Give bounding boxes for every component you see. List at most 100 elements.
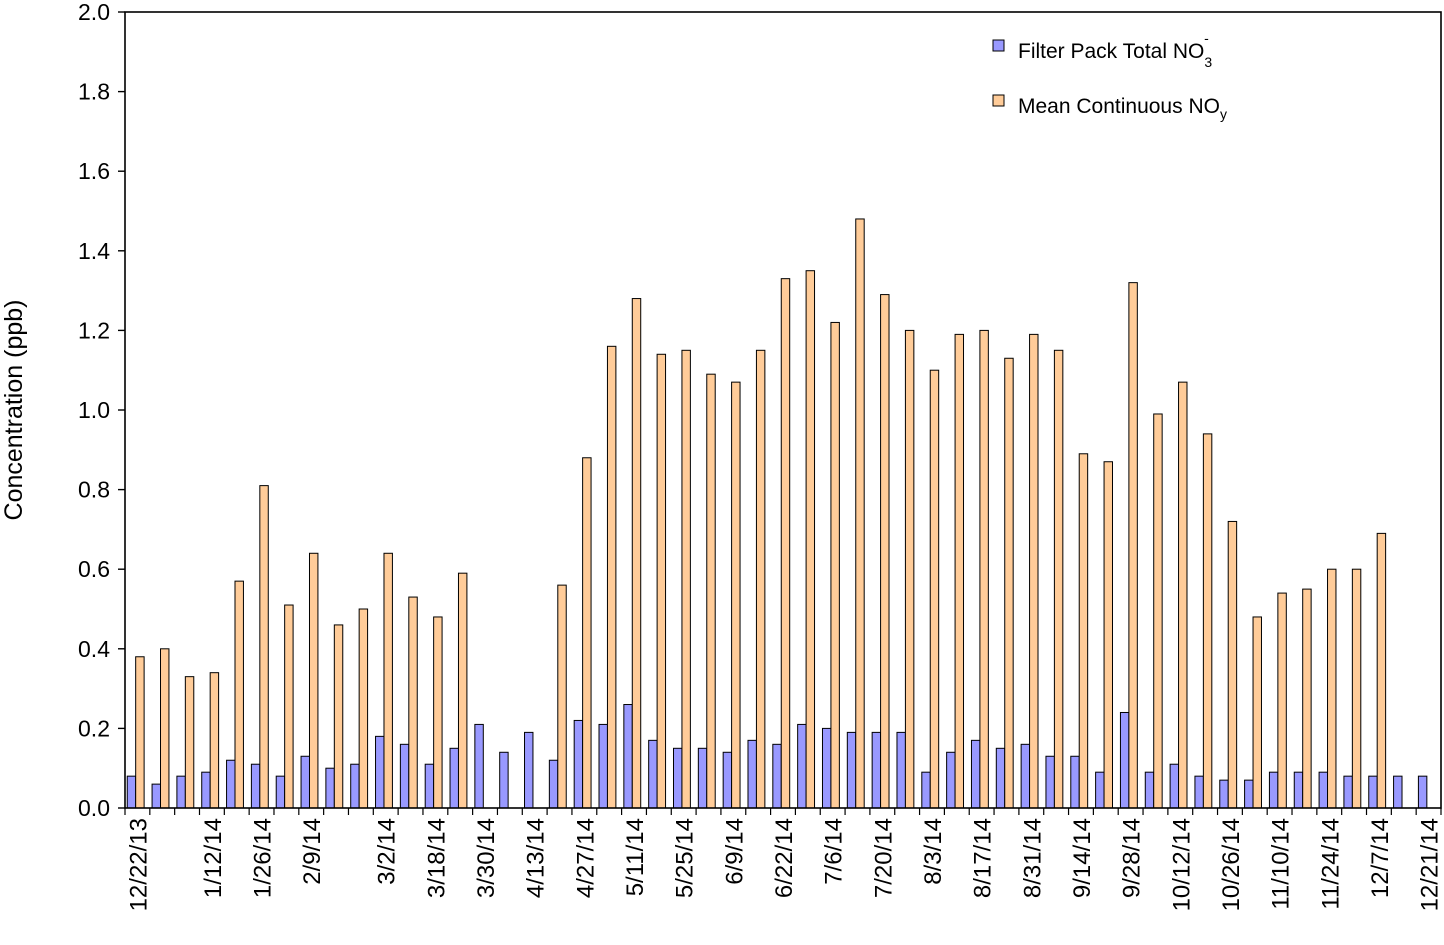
bar-filter-pack <box>250 763 261 809</box>
bar-mean-continuous-noy <box>284 604 294 809</box>
bar-filter-pack <box>648 739 658 809</box>
bar-filter-pack <box>449 747 459 809</box>
bar-mean-continuous-noy <box>855 218 865 809</box>
x-tick-label: 12/7/14 <box>1367 818 1394 898</box>
bar-filter-pack <box>474 723 484 809</box>
bar-mean-continuous-noy <box>184 676 195 809</box>
legend: Filter Pack Total NO3- Mean Continuous N… <box>992 30 1227 122</box>
bar-filter-pack <box>772 743 782 809</box>
x-tick-label: 9/14/14 <box>1069 818 1096 898</box>
x-axis-ticks <box>124 808 1442 815</box>
x-tick-label: 8/17/14 <box>970 818 997 898</box>
x-tick-label: 3/30/14 <box>473 818 500 898</box>
bar-mean-continuous-noy <box>308 552 319 809</box>
bar-filter-pack <box>1119 711 1130 809</box>
bar-filter-pack <box>1244 779 1254 809</box>
bar-mean-continuous-noy <box>954 333 965 809</box>
bar-filter-pack <box>672 747 683 809</box>
bar-filter-pack <box>573 719 584 809</box>
bar-mean-continuous-noy <box>408 596 418 809</box>
x-tick-label: 11/10/14 <box>1268 818 1295 910</box>
bar-filter-pack <box>325 767 335 809</box>
bar-mean-continuous-noy <box>1029 333 1039 809</box>
x-tick-label: 5/25/14 <box>672 818 699 898</box>
bar-filter-pack <box>1144 771 1155 809</box>
plot-area <box>124 11 1442 809</box>
bar-filter-pack <box>722 751 733 809</box>
x-tick-label: 7/6/14 <box>821 818 848 885</box>
bar-mean-continuous-noy <box>383 552 393 809</box>
x-tick-label: 12/22/13 <box>125 818 152 911</box>
x-tick-label: 10/12/14 <box>1168 818 1195 911</box>
bar-filter-pack <box>1318 771 1329 809</box>
bar-filter-pack <box>126 775 137 809</box>
x-tick-label: 10/26/14 <box>1218 818 1245 911</box>
bar-mean-continuous-noy <box>606 345 617 809</box>
bar-mean-continuous-noy <box>755 349 766 809</box>
bar-filter-pack <box>697 747 708 809</box>
bar-mean-continuous-noy <box>1178 381 1188 809</box>
bar-filter-pack <box>946 751 956 809</box>
bar-mean-continuous-noy <box>1153 413 1163 809</box>
bar-mean-continuous-noy <box>805 270 816 809</box>
bar-filter-pack <box>1070 755 1080 809</box>
bar-filter-pack <box>995 747 1006 809</box>
bar-mean-continuous-noy <box>780 278 791 809</box>
bar-filter-pack <box>375 735 385 809</box>
bar-mean-continuous-noy <box>1277 592 1287 809</box>
bar-filter-pack <box>1095 771 1105 809</box>
bar-filter-pack <box>598 723 608 809</box>
bar-mean-continuous-noy <box>1128 282 1138 809</box>
bar-mean-continuous-noy <box>904 329 915 809</box>
bar-mean-continuous-noy <box>135 656 145 809</box>
bar-filter-pack <box>548 759 559 809</box>
bar-mean-continuous-noy <box>1327 568 1337 809</box>
bar-filter-pack <box>226 759 236 809</box>
bar-mean-continuous-noy <box>1302 588 1312 809</box>
bar-mean-continuous-noy <box>880 294 890 809</box>
bar-mean-continuous-noy <box>656 353 667 809</box>
bar-filter-pack <box>1219 779 1229 809</box>
bar-filter-pack <box>1194 775 1204 809</box>
bar-filter-pack <box>1368 775 1378 809</box>
x-tick-label: 3/18/14 <box>423 818 450 898</box>
y-tick-label: 1.6 <box>78 158 110 184</box>
bar-mean-continuous-noy <box>631 298 642 809</box>
bar-mean-continuous-noy <box>234 580 244 809</box>
y-tick-label: 1.4 <box>78 238 110 264</box>
bar-mean-continuous-noy <box>1053 349 1064 809</box>
x-tick-label: 3/2/14 <box>374 818 401 885</box>
bar-filter-pack <box>1045 755 1055 809</box>
y-tick-label: 0.6 <box>78 556 110 582</box>
y-axis-ticks <box>118 11 125 809</box>
bar-filter-pack <box>1293 771 1304 809</box>
bar-mean-continuous-noy <box>358 608 369 809</box>
bar-filter-pack <box>1169 763 1180 809</box>
bar-filter-pack <box>921 771 931 809</box>
bar-filter-pack <box>747 739 757 809</box>
x-tick-label: 4/27/14 <box>572 818 599 898</box>
y-axis-title: Concentration (ppb) <box>0 300 28 521</box>
y-axis-labels: 0.0 0.2 0.4 0.6 0.8 1.0 1.2 1.4 1.6 1.8 2.0 <box>78 0 110 821</box>
bar-mean-continuous-noy <box>1376 532 1387 809</box>
legend-swatch-noy <box>992 94 1005 107</box>
y-tick-label: 0.8 <box>78 477 110 503</box>
bar-mean-continuous-noy <box>557 584 567 809</box>
legend-swatch-filter-pack <box>992 39 1005 52</box>
bar-filter-pack <box>1417 775 1428 809</box>
bar-mean-continuous-noy <box>1202 433 1213 809</box>
bar-filter-pack <box>201 771 211 809</box>
x-tick-label: 12/21/14 <box>1417 818 1444 911</box>
bar-filter-pack <box>821 727 832 809</box>
bar-mean-continuous-noy <box>160 648 170 809</box>
bar-filter-pack <box>499 751 509 809</box>
bar-mean-continuous-noy <box>1004 357 1014 809</box>
bar-filter-pack <box>1343 775 1353 809</box>
bar-filter-pack <box>1020 743 1031 809</box>
bar-mean-continuous-noy <box>1078 453 1089 809</box>
bar-mean-continuous-noy <box>1103 461 1113 809</box>
bar-filter-pack <box>275 775 286 809</box>
bar-mean-continuous-noy <box>457 572 468 809</box>
x-tick-label: 8/31/14 <box>1019 818 1046 898</box>
